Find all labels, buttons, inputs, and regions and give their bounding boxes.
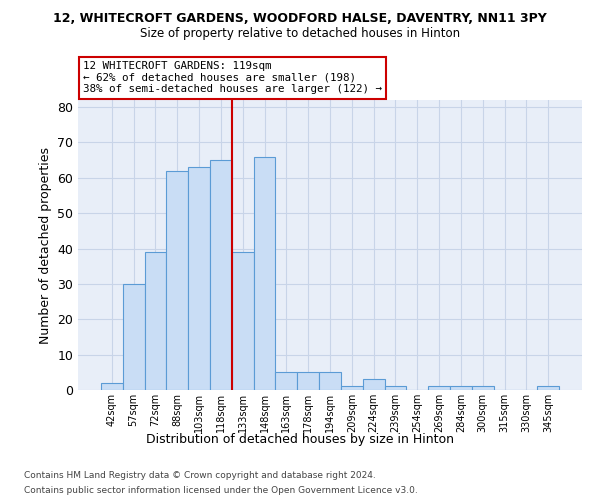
Text: 12, WHITECROFT GARDENS, WOODFORD HALSE, DAVENTRY, NN11 3PY: 12, WHITECROFT GARDENS, WOODFORD HALSE, … [53, 12, 547, 26]
Bar [363, 380, 385, 390]
Text: Contains public sector information licensed under the Open Government Licence v3: Contains public sector information licen… [24, 486, 418, 495]
Bar [123, 284, 145, 390]
Text: Contains HM Land Registry data © Crown copyright and database right 2024.: Contains HM Land Registry data © Crown c… [24, 471, 376, 480]
Bar [385, 386, 406, 390]
Bar [275, 372, 297, 390]
Text: Distribution of detached houses by size in Hinton: Distribution of detached houses by size … [146, 432, 454, 446]
Bar [145, 252, 166, 390]
Bar [101, 383, 123, 390]
Bar [450, 386, 472, 390]
Bar [188, 167, 210, 390]
Bar [232, 252, 254, 390]
Bar [254, 156, 275, 390]
Y-axis label: Number of detached properties: Number of detached properties [38, 146, 52, 344]
Bar [537, 386, 559, 390]
Bar [297, 372, 319, 390]
Bar [341, 386, 363, 390]
Text: Size of property relative to detached houses in Hinton: Size of property relative to detached ho… [140, 28, 460, 40]
Bar [472, 386, 494, 390]
Bar [428, 386, 450, 390]
Bar [166, 170, 188, 390]
Text: 12 WHITECROFT GARDENS: 119sqm
← 62% of detached houses are smaller (198)
38% of : 12 WHITECROFT GARDENS: 119sqm ← 62% of d… [83, 61, 382, 94]
Bar [210, 160, 232, 390]
Bar [319, 372, 341, 390]
